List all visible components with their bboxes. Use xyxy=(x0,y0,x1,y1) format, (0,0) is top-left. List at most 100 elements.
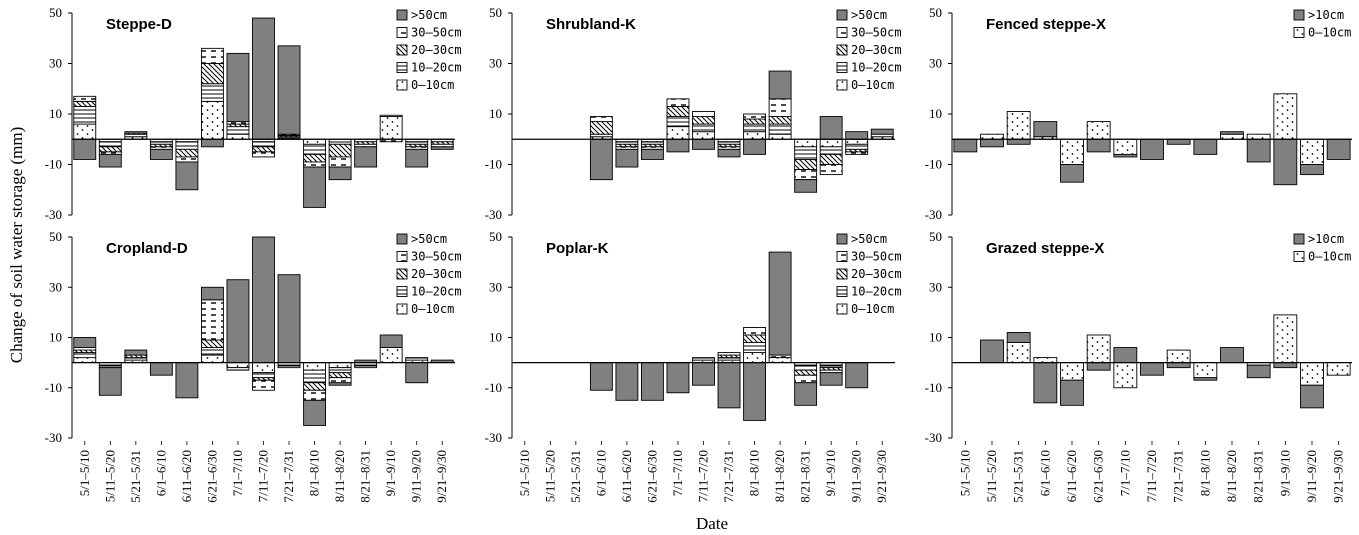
bar-segment-10-20cm xyxy=(200,83,224,102)
x-tick-label: 8/11–8/20 xyxy=(332,450,347,502)
bar-segment-50cm xyxy=(666,138,690,153)
bar-segment-30-50cm xyxy=(794,374,818,384)
bar-segment-10-20cm xyxy=(354,364,378,369)
legend-swatch-30-50cm xyxy=(396,27,408,38)
bar-segment-50cm xyxy=(303,166,326,208)
x-tick-label: 5/11–5/20 xyxy=(102,450,117,502)
x-tick-label: 6/21–6/30 xyxy=(1091,450,1106,503)
y-tick-label: 30 xyxy=(929,279,942,294)
legend-swatch-0-10cm xyxy=(1293,251,1305,262)
bar-segment-0-10cm xyxy=(200,100,224,140)
legend-label-0-10cm: 0–10cm xyxy=(851,302,894,316)
bar-segment-50cm xyxy=(794,179,818,193)
bar-segment-10-20cm xyxy=(98,141,122,148)
legend-swatch-50cm xyxy=(396,233,408,245)
bar-segment-50cm xyxy=(73,337,97,349)
legend-label-30-50cm: 30–50cm xyxy=(411,26,462,40)
bar-segment-10cm xyxy=(1113,347,1138,364)
bar-segment-20-30cm xyxy=(252,146,275,153)
y-tick-label: -30 xyxy=(485,207,502,222)
bar-segment-0-10cm xyxy=(794,138,818,148)
bar-segment-50cm xyxy=(98,367,122,396)
legend-label-0-10cm: 0–10cm xyxy=(851,78,894,92)
bar-segment-0-10cm xyxy=(1033,357,1058,364)
bar-segment-10cm xyxy=(1166,362,1191,369)
chart-panels: -30 -10 10 30 50 Steppe-D >50cm 30–50cm 20–30cm 1… xyxy=(45,5,1352,503)
legend-label-0-10cm: 0–10cm xyxy=(1308,26,1351,40)
y-tick-label: 10 xyxy=(489,106,502,121)
bar-segment-10-20cm xyxy=(743,342,767,354)
y-tick-label: 50 xyxy=(49,229,62,244)
bar-segment-10cm xyxy=(1140,138,1164,160)
legend-swatch-20-30cm xyxy=(836,44,848,56)
bar-segment-20-30cm xyxy=(692,116,715,125)
x-axis-title: Date xyxy=(696,514,728,533)
bar-segment-50cm xyxy=(641,362,664,401)
legend-label-0-10cm: 0–10cm xyxy=(411,302,454,316)
bar-segment-10-20cm xyxy=(226,126,250,135)
y-tick-label: 10 xyxy=(929,330,942,345)
bar-segment-10-20cm xyxy=(794,364,818,371)
bar-segment-30-50cm xyxy=(845,151,869,155)
bar-segment-30-50cm xyxy=(200,47,224,64)
bar-segment-50cm xyxy=(615,362,639,401)
bar-segment-10cm xyxy=(1033,362,1058,404)
bar-segment-0-10cm xyxy=(226,362,250,369)
bar-segment-50cm xyxy=(743,138,767,155)
bar-segment-50cm xyxy=(692,138,715,150)
bar-segment-0-10cm xyxy=(1166,349,1191,364)
legend-label-50cm: >50cm xyxy=(411,8,447,22)
bar-segment-10-20cm xyxy=(328,367,352,374)
legend-label-30-50cm: 30–50cm xyxy=(851,250,902,264)
y-tick-label: -30 xyxy=(45,207,62,222)
bar-segment-0-10cm xyxy=(303,362,326,371)
y-tick-label: -30 xyxy=(925,207,942,222)
bar-segment-0-10cm xyxy=(768,133,792,140)
x-tick-label: 5/1–5/10 xyxy=(957,450,972,496)
x-tick-label: 9/21–9/30 xyxy=(1331,450,1346,503)
y-tick-label: 30 xyxy=(489,279,502,294)
bar-segment-50cm xyxy=(768,251,792,356)
legend-label-10-20cm: 10–20cm xyxy=(851,285,902,299)
legend-label-50cm: >50cm xyxy=(851,8,887,22)
bar-segment-10cm xyxy=(1140,362,1164,376)
bar-segment-10-20cm xyxy=(252,372,275,379)
bar-segment-0-10cm xyxy=(666,126,690,140)
bar-segment-10-20cm xyxy=(405,357,429,361)
legend-swatch-0-10cm xyxy=(396,303,408,315)
legend-swatch-0-10cm xyxy=(836,303,848,315)
bar-segment-0-10cm xyxy=(1300,362,1324,386)
y-tick-label: 50 xyxy=(929,5,942,20)
y-tick-label: 10 xyxy=(49,106,62,121)
bar-segment-10cm xyxy=(1086,362,1111,371)
bar-segment-10-20cm xyxy=(768,123,792,135)
bar-segment-50cm xyxy=(589,138,613,181)
bar-segment-30-50cm xyxy=(692,111,715,117)
bar-segment-10-20cm xyxy=(845,143,869,150)
bar-segment-10cm xyxy=(1006,332,1031,343)
bar-segment-0-10cm xyxy=(379,116,403,140)
bar-segment-0-10cm xyxy=(743,131,767,140)
legend-swatch-10cm xyxy=(1293,9,1305,21)
bar-segment-10-20cm xyxy=(226,367,250,371)
bar-segment-10-20cm xyxy=(303,143,326,155)
bar-segment-10-20cm xyxy=(819,146,843,155)
bar-segment-10-20cm xyxy=(73,352,97,359)
bar-segment-50cm xyxy=(405,148,429,168)
bar-segment-0-10cm xyxy=(980,133,1004,140)
bar-segment-0-10cm xyxy=(328,362,352,369)
bar-segment-20-30cm xyxy=(328,372,352,379)
bar-segment-0-10cm xyxy=(768,357,792,364)
x-tick-label: 5/1–5/10 xyxy=(517,450,532,496)
bar-segment-0-10cm xyxy=(1006,111,1031,140)
legend-swatch-0-10cm xyxy=(836,79,848,91)
y-tick-label: 50 xyxy=(49,5,62,20)
legend-label-20-30cm: 20–30cm xyxy=(851,267,902,281)
bar-segment-50cm xyxy=(666,362,690,394)
bar-segment-20-30cm xyxy=(819,153,843,165)
x-tick-label: 9/1–9/10 xyxy=(383,450,398,496)
legend-swatch-10-20cm xyxy=(836,62,848,73)
bar-segment-50cm xyxy=(328,382,352,386)
legend-swatch-10-20cm xyxy=(836,286,848,297)
bar-segment-10cm xyxy=(1060,379,1084,406)
